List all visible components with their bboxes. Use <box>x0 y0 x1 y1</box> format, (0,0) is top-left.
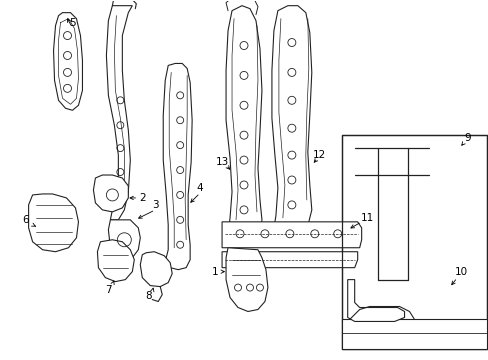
Text: 6: 6 <box>22 215 29 225</box>
Polygon shape <box>97 240 134 282</box>
Text: 4: 4 <box>196 183 203 193</box>
Polygon shape <box>140 252 172 287</box>
Polygon shape <box>163 63 192 270</box>
Polygon shape <box>341 319 487 349</box>
Text: 8: 8 <box>144 291 151 301</box>
Polygon shape <box>341 135 487 349</box>
Polygon shape <box>108 220 140 260</box>
Text: 13: 13 <box>215 157 228 167</box>
Text: 11: 11 <box>360 213 373 223</box>
Text: 7: 7 <box>105 284 111 294</box>
Polygon shape <box>53 13 82 110</box>
Polygon shape <box>222 222 361 248</box>
Polygon shape <box>225 6 262 244</box>
Polygon shape <box>93 175 128 212</box>
Polygon shape <box>222 252 357 268</box>
Polygon shape <box>29 194 78 252</box>
Polygon shape <box>347 280 404 321</box>
Polygon shape <box>106 6 132 220</box>
Polygon shape <box>271 6 311 235</box>
Text: 9: 9 <box>463 133 470 143</box>
Text: 5: 5 <box>69 18 76 28</box>
Text: 12: 12 <box>312 150 326 160</box>
Text: 1: 1 <box>211 267 218 276</box>
Text: 10: 10 <box>454 267 467 276</box>
Text: 2: 2 <box>139 193 145 203</box>
Polygon shape <box>225 248 267 311</box>
Text: 3: 3 <box>152 200 158 210</box>
